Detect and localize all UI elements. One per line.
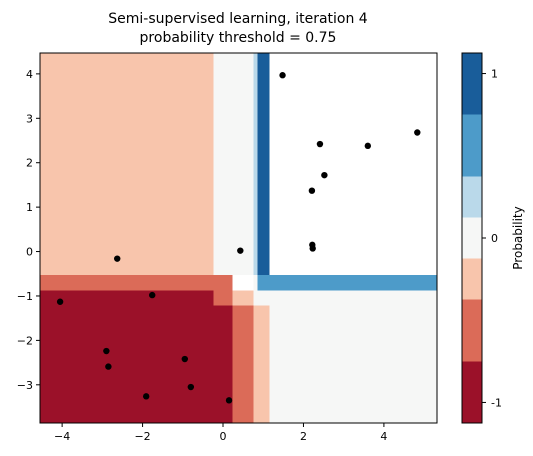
chart-title-line-1: Semi-supervised learning, iteration 4	[108, 11, 368, 27]
plot-frame	[39, 52, 438, 424]
data-point-9	[114, 255, 121, 262]
data-point-1	[414, 129, 421, 136]
data-point-7	[309, 245, 316, 252]
region-11	[253, 53, 258, 276]
region-3	[40, 290, 233, 423]
y-tick-label-1: −2	[17, 334, 33, 347]
colorbar-tick-label-2: -1	[491, 396, 502, 409]
region-6	[232, 290, 254, 306]
data-point-14	[181, 355, 189, 363]
data-points	[56, 72, 421, 404]
x-tick-label-0: −4	[54, 430, 70, 443]
y-tick-label-7: 4	[26, 68, 33, 81]
data-point-17	[225, 397, 233, 404]
data-point-5	[308, 187, 316, 194]
colorbar-label: Probability	[511, 206, 525, 269]
region-4	[213, 275, 233, 306]
colorbar	[462, 53, 482, 423]
data-point-8	[237, 247, 244, 254]
data-point-10	[56, 298, 64, 305]
region-9	[269, 305, 437, 423]
colorbar-band-1	[462, 299, 482, 362]
data-point-13	[105, 363, 112, 370]
colorbar-band-6	[462, 53, 482, 115]
data-point-0	[279, 72, 286, 79]
region-10	[253, 275, 258, 291]
decision-regions	[40, 53, 437, 423]
y-axis: −3 −2 −1 0 1 2 3 4	[17, 68, 40, 392]
chart-title-line-2: probability threshold = 0.75	[140, 30, 337, 46]
x-tick-label-4: 4	[380, 430, 387, 443]
y-tick-label-3: 0	[26, 246, 33, 259]
data-point-11	[149, 291, 156, 299]
y-tick-label-4: 1	[26, 201, 33, 214]
data-point-2	[316, 140, 324, 148]
region-8	[253, 290, 437, 306]
data-point-3	[364, 142, 372, 150]
region-7	[253, 305, 270, 423]
colorbar-band-3	[462, 217, 482, 259]
data-point-15	[187, 383, 195, 391]
region-1	[213, 53, 254, 276]
y-tick-label-5: 2	[26, 157, 33, 170]
x-tick-label-1: −2	[134, 430, 150, 443]
region-15	[269, 53, 437, 276]
colorbar-tick-label-1: 0	[491, 232, 498, 245]
colorbar-band-4	[462, 176, 482, 218]
data-point-4	[321, 171, 328, 179]
colorbar-band-0	[462, 361, 482, 423]
colorbar-band-5	[462, 114, 482, 177]
x-tick-label-2: 0	[220, 430, 227, 443]
region-2	[40, 275, 214, 291]
region-13	[257, 53, 270, 276]
y-tick-label-6: 3	[26, 112, 33, 125]
y-tick-label-2: −1	[17, 290, 33, 303]
colorbar-tick-label-0: 1	[491, 68, 498, 81]
region-5	[232, 305, 254, 423]
y-tick-label-0: −3	[17, 379, 33, 392]
data-point-16	[142, 393, 150, 400]
region-12	[257, 275, 270, 291]
region-14	[269, 275, 437, 291]
colorbar-band-2	[462, 258, 482, 300]
x-tick-label-3: 2	[300, 430, 307, 443]
data-point-12	[103, 347, 110, 355]
colorbar-ticks: 1 0 -1	[482, 68, 502, 409]
x-axis: −4 −2 0 2 4	[54, 423, 387, 443]
region-0	[40, 53, 214, 276]
